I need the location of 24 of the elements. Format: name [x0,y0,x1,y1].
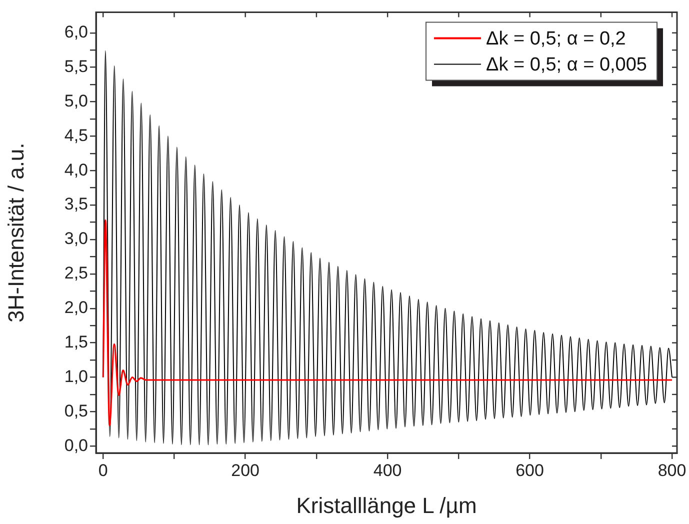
x-tick-label: 200 [231,460,260,480]
legend-label: Δk = 0,5; α = 0,005 [486,54,647,76]
x-tick-label: 0 [98,460,108,480]
y-tick-label: 4,0 [64,160,88,180]
line-series [102,50,673,446]
line-series [102,219,673,426]
y-axis-title: 3H-Intensität / a.u. [3,142,28,322]
y-tick-label: 5,5 [64,56,88,76]
y-tick-label: 2,0 [64,298,88,318]
y-tick-label: 1,0 [64,366,88,386]
y-tick-label: 0,5 [64,401,88,420]
y-tick-label: 2,5 [64,264,88,283]
x-tick-label: 800 [658,460,686,480]
y-tick-label: 1,5 [64,332,88,352]
y-tick-label: 3,0 [64,229,88,248]
y-tick-label: 0,0 [64,436,88,455]
x-tick-label: 400 [373,460,402,480]
y-tick-label: 5,0 [64,91,88,110]
x-tick-label: 600 [516,460,544,480]
y-tick-label: 4,5 [64,126,88,145]
legend-label: Δk = 0,5; α = 0,2 [486,28,626,50]
x-axis-title: Kristalllänge L /µm [296,492,477,518]
y-tick-label: 3,5 [64,194,88,214]
y-tick-label: 6,0 [64,22,88,42]
